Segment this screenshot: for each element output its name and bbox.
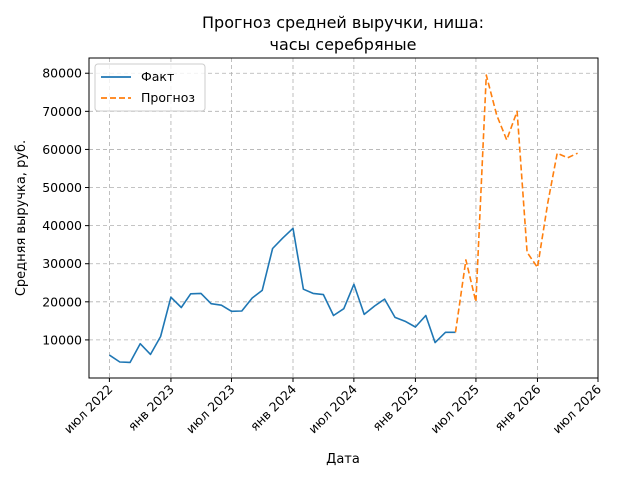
y-axis-label: Средняя выручка, руб.	[14, 140, 29, 296]
x-tick-label: янв 2025	[369, 382, 421, 434]
series-lines	[108, 74, 578, 364]
y-tick-label: 30000	[42, 256, 82, 271]
x-tick-label: янв 2024	[247, 381, 299, 433]
x-tick-label: июл 2024	[305, 381, 360, 436]
x-tick-label: июл 2023	[183, 382, 238, 437]
plot-frame	[88, 57, 599, 379]
x-tick-label: июл 2022	[61, 382, 116, 437]
y-tick-label: 20000	[42, 294, 82, 309]
series-line-forecast	[454, 74, 578, 333]
legend: Факт Прогноз	[94, 63, 206, 112]
x-tick-label: июл 2025	[427, 382, 482, 437]
grid	[89, 58, 599, 378]
y-tick-label: 50000	[42, 180, 82, 195]
y-tick-label: 70000	[42, 104, 82, 119]
y-axis-ticks: 10000 20000 30000 40000 50000 60000 70000 80000	[42, 66, 89, 347]
y-tick-label: 10000	[42, 332, 82, 347]
y-tick-label: 60000	[42, 142, 82, 157]
legend-label-forecast: Прогноз	[141, 90, 195, 105]
y-tick-label: 40000	[42, 218, 82, 233]
x-axis-ticks: июл 2022 янв 2023 июл 2023 янв 2024 июл 2024…	[61, 378, 604, 436]
y-tick-label: 80000	[42, 66, 82, 81]
legend-label-fact: Факт	[141, 69, 174, 84]
legend-box	[94, 63, 206, 112]
chart-title-line-2: часы серебряные	[270, 35, 417, 54]
series-line-fact	[108, 227, 456, 364]
x-axis-label: Дата	[326, 452, 360, 467]
x-tick-label: июл 2026	[549, 381, 604, 436]
x-tick-label: янв 2026	[491, 381, 543, 433]
x-tick-label: янв 2023	[125, 382, 177, 434]
chart-title-line-1: Прогноз средней выручки, ниша:	[202, 13, 484, 32]
